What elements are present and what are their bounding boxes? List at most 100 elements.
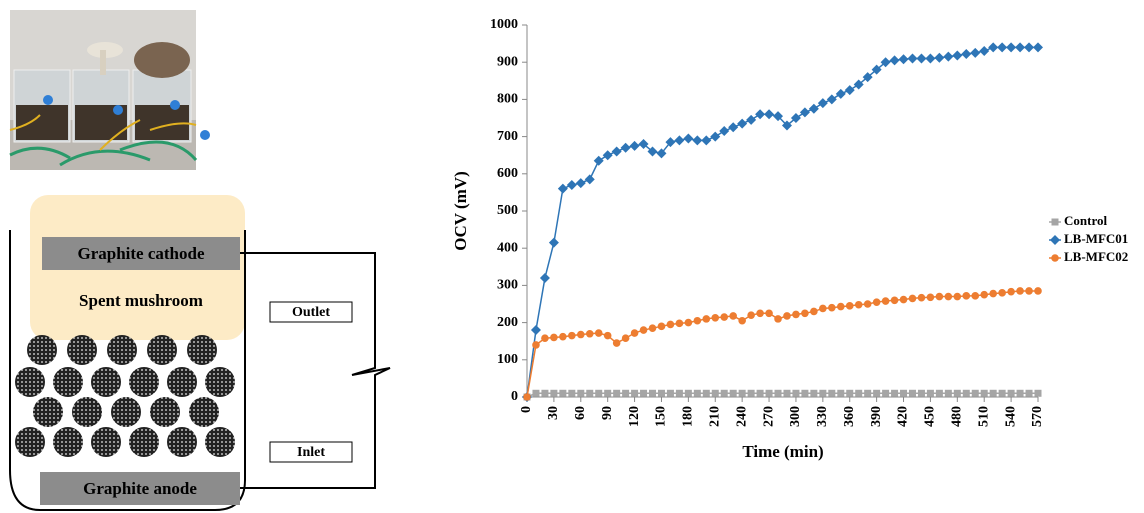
point <box>935 389 943 397</box>
x-tick-label: 420 <box>896 406 911 427</box>
point <box>1025 287 1033 295</box>
point <box>532 341 540 349</box>
point <box>998 289 1006 297</box>
point <box>889 55 900 66</box>
point <box>541 389 549 397</box>
point <box>684 318 693 327</box>
point <box>961 49 972 60</box>
y-tick-label: 800 <box>497 92 518 107</box>
point <box>738 389 746 397</box>
point <box>774 389 782 397</box>
point <box>657 389 665 397</box>
point <box>837 389 845 397</box>
substrate-label: Spent mushroom <box>79 291 203 310</box>
point <box>917 389 925 397</box>
point <box>720 389 728 397</box>
point <box>747 389 755 397</box>
point <box>702 389 710 397</box>
point <box>808 103 819 114</box>
point <box>593 155 604 166</box>
legend-label: LB-MFC02 <box>1064 249 1128 264</box>
point <box>576 330 585 339</box>
point <box>550 389 558 397</box>
point <box>774 315 782 323</box>
point <box>898 54 909 65</box>
point <box>881 297 890 305</box>
point <box>1050 235 1060 245</box>
y-tick-label: 200 <box>497 315 518 330</box>
y-tick-label: 0 <box>511 389 518 404</box>
y-axis-label: OCV (mV) <box>451 171 470 250</box>
point <box>611 146 622 157</box>
x-tick-label: 480 <box>950 406 965 427</box>
point <box>1051 218 1059 226</box>
point <box>568 389 576 397</box>
point <box>970 47 981 58</box>
cathode-label: Graphite cathode <box>77 244 204 263</box>
point <box>620 142 631 153</box>
point <box>997 42 1008 53</box>
point <box>944 292 953 301</box>
point <box>693 389 701 397</box>
point <box>792 310 800 319</box>
point <box>683 133 694 144</box>
y-tick-label: 600 <box>497 166 518 181</box>
point <box>656 148 667 159</box>
point <box>675 319 684 328</box>
point <box>828 389 836 397</box>
point <box>989 289 997 298</box>
point <box>711 389 719 397</box>
x-tick-label: 150 <box>654 406 669 427</box>
point <box>701 135 712 146</box>
point <box>710 131 721 142</box>
y-tick-label: 300 <box>497 278 518 293</box>
point <box>828 303 836 312</box>
point <box>890 296 899 305</box>
point <box>899 295 908 304</box>
x-tick-label: 30 <box>546 406 561 420</box>
point <box>900 389 908 397</box>
point <box>568 331 576 340</box>
x-axis-label: Time (min) <box>742 442 823 461</box>
x-tick-label: 360 <box>842 406 857 427</box>
point <box>594 329 603 337</box>
point <box>692 135 703 146</box>
x-tick-label: 540 <box>1003 406 1018 427</box>
point <box>871 64 882 75</box>
point <box>613 389 621 397</box>
point <box>864 389 872 397</box>
point <box>783 312 791 320</box>
point <box>891 389 899 397</box>
point <box>711 313 720 322</box>
point <box>764 109 775 120</box>
point <box>962 389 970 397</box>
series-line <box>526 290 1038 398</box>
point <box>729 312 737 320</box>
point <box>665 137 676 148</box>
point <box>523 393 531 401</box>
point <box>971 292 980 300</box>
point <box>1016 287 1024 295</box>
point <box>1051 254 1059 262</box>
x-tick-label: 90 <box>600 406 615 420</box>
x-tick-label: 0 <box>519 406 534 413</box>
point <box>640 389 648 397</box>
point <box>684 389 692 397</box>
point <box>989 389 997 397</box>
point <box>541 334 549 343</box>
x-tick-label: 300 <box>788 406 803 427</box>
point <box>728 122 739 133</box>
point <box>953 292 962 301</box>
point <box>962 292 971 300</box>
point <box>577 389 585 397</box>
point <box>908 294 917 303</box>
outlet-label: Outlet <box>292 305 330 320</box>
point <box>747 311 755 319</box>
photo <box>9 10 210 170</box>
point <box>862 72 873 83</box>
point <box>719 126 730 137</box>
point <box>666 389 674 397</box>
point <box>1015 42 1026 53</box>
point <box>1024 42 1035 53</box>
